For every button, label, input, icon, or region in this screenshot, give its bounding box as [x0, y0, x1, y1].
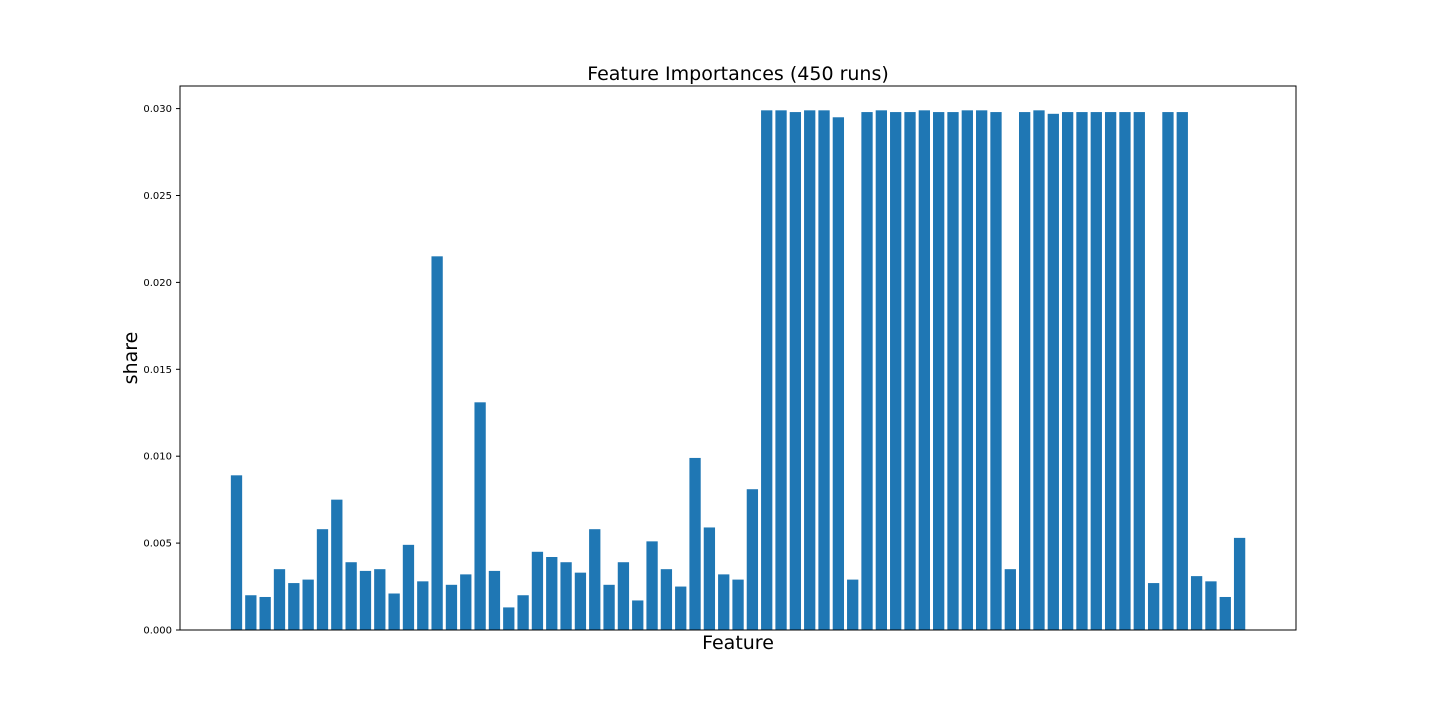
bar-62: [1119, 112, 1131, 630]
x-axis-label: Feature: [702, 632, 774, 654]
bar-58: [1061, 112, 1074, 630]
bar-37: [761, 110, 773, 630]
bar-51: [961, 110, 973, 630]
bar-34: [718, 574, 730, 630]
y-tick-label-3: 0.015: [143, 365, 172, 376]
bar-63: [1133, 112, 1145, 630]
chart-title: Feature Importances (450 runs): [587, 63, 889, 85]
y-axis-ticks: 0.000 0.005 0.010 0.015 0.020 0.025 0.030: [143, 104, 180, 637]
bar-14: [431, 256, 443, 630]
bar-53: [990, 112, 1002, 630]
bar-7: [331, 499, 343, 630]
bar-0: [230, 475, 243, 630]
bar-1: [245, 595, 257, 630]
bar-64: [1147, 583, 1160, 630]
bar-10: [374, 569, 386, 630]
bar-48: [918, 110, 930, 630]
bar-39: [789, 112, 802, 630]
bar-4: [288, 583, 300, 630]
bar-47: [904, 112, 916, 630]
bar-52: [976, 110, 988, 630]
bar-13: [417, 581, 429, 630]
y-tick-label-6: 0.030: [143, 104, 172, 115]
bar-43: [847, 579, 859, 630]
bar-70: [1233, 537, 1246, 630]
bar-46: [890, 112, 902, 630]
bar-66: [1176, 112, 1188, 630]
bar-55: [1019, 112, 1031, 630]
bar-21: [531, 551, 544, 630]
bar-3: [273, 569, 286, 630]
bar-33: [703, 527, 716, 630]
bar-56: [1033, 110, 1045, 630]
bar-30: [660, 569, 673, 630]
bar-26: [603, 584, 615, 630]
bar-50: [947, 112, 959, 630]
bar-9: [359, 570, 372, 630]
y-tick-label-2: 0.010: [143, 452, 172, 463]
bar-23: [560, 562, 572, 630]
bar-19: [503, 607, 515, 630]
bar-69: [1219, 596, 1231, 630]
plot-frame: [179, 85, 1297, 631]
bar-8: [345, 562, 357, 630]
bar-35: [732, 579, 744, 630]
bar-59: [1076, 112, 1088, 630]
bar-25: [589, 529, 601, 630]
bar-22: [546, 557, 558, 630]
bar-41: [818, 110, 830, 630]
bar-60: [1090, 112, 1102, 630]
bar-57: [1047, 113, 1059, 630]
bar-38: [775, 110, 787, 630]
bar-12: [402, 544, 415, 630]
bar-28: [632, 600, 644, 630]
bar-15: [445, 584, 458, 630]
bar-29: [646, 541, 658, 630]
bar-67: [1190, 576, 1203, 630]
y-axis-label: share: [120, 332, 142, 385]
bar-54: [1004, 569, 1016, 630]
bar-18: [488, 570, 501, 630]
bar-24: [574, 572, 587, 630]
bar-27: [617, 562, 630, 630]
bar-31: [675, 586, 687, 630]
bars-group: [230, 110, 1246, 630]
bar-44: [861, 112, 873, 630]
bar-2: [259, 596, 271, 630]
bar-6: [316, 529, 329, 630]
bar-32: [689, 457, 701, 630]
bar-49: [933, 112, 945, 630]
y-tick-label-0: 0.000: [143, 626, 172, 637]
bar-5: [302, 579, 314, 630]
bar-45: [875, 110, 887, 630]
bar-36: [746, 489, 759, 630]
bar-68: [1205, 581, 1217, 630]
bar-42: [832, 117, 845, 630]
y-tick-label-4: 0.020: [143, 278, 172, 289]
bar-11: [388, 593, 400, 630]
bar-40: [804, 110, 816, 630]
bar-65: [1162, 112, 1174, 630]
bar-17: [474, 402, 486, 630]
y-tick-label-5: 0.025: [143, 191, 172, 202]
bar-20: [517, 595, 529, 630]
bar-61: [1104, 112, 1117, 630]
y-tick-label-1: 0.005: [143, 539, 172, 550]
bar-16: [460, 574, 472, 630]
